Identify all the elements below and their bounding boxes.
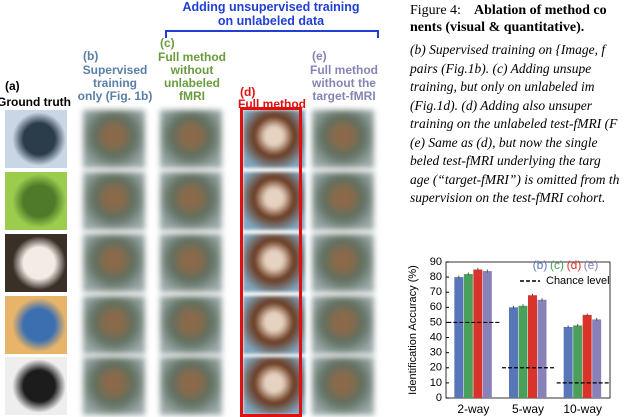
bar xyxy=(482,271,492,398)
caption-line: (e) Same as (d), but now the single xyxy=(410,134,598,150)
caption-title: nents (visual & quantitative). xyxy=(410,20,585,35)
image xyxy=(160,234,222,292)
image xyxy=(243,110,305,168)
x-tick-label: 10-way xyxy=(563,402,602,416)
legend-entry: Chance level xyxy=(546,275,610,287)
image xyxy=(5,357,67,415)
caption-line: (Fig.1d). (d) Adding also unsuper xyxy=(410,97,592,113)
bar xyxy=(528,295,537,398)
bar xyxy=(563,326,573,398)
y-tick-label: 80 xyxy=(430,271,442,283)
column-label: fMRI xyxy=(179,89,205,103)
image xyxy=(83,234,145,292)
legend-entry: (d) xyxy=(567,258,582,272)
image xyxy=(83,172,145,230)
caption-line: beled test-fMRI underlying the targ xyxy=(410,153,601,168)
column-tag: (c) xyxy=(160,36,175,50)
column-label: only (Fig. 1b) xyxy=(77,89,153,103)
caption-line: training on the unlabeled test-fMRI (F xyxy=(410,116,618,131)
column-tag: (a) xyxy=(5,79,20,93)
y-axis-label: Identification Accuracy (%) xyxy=(407,265,419,395)
legend-entry: (b) xyxy=(533,258,548,272)
column-label: Full method xyxy=(158,50,226,64)
image xyxy=(5,234,67,292)
column-label: unlabeled xyxy=(163,76,220,90)
image xyxy=(312,357,374,415)
column-label: Full method xyxy=(310,63,378,77)
image xyxy=(160,357,222,415)
caption-title: Ablation of method co xyxy=(474,3,607,18)
caption-prefix: Figure 4: xyxy=(410,3,461,18)
bar xyxy=(473,269,483,398)
column-tag: (b) xyxy=(83,49,99,63)
image xyxy=(243,357,305,415)
banner-text: Adding unsupervised training xyxy=(182,0,360,14)
column-label: target-fMRI xyxy=(312,89,376,103)
legend-entry: (c) xyxy=(550,258,564,272)
image xyxy=(5,172,67,230)
image xyxy=(243,296,305,354)
image xyxy=(312,234,374,292)
column-label: training xyxy=(93,76,137,90)
column-label: Supervised xyxy=(82,63,148,77)
image xyxy=(5,110,67,168)
bar xyxy=(573,325,583,398)
image xyxy=(83,357,145,415)
column-label: without xyxy=(170,63,214,77)
y-tick-label: 0 xyxy=(436,392,442,404)
y-tick-label: 40 xyxy=(430,331,442,343)
image xyxy=(83,296,145,354)
caption-line: training, but only on unlabeled im xyxy=(410,79,595,94)
image xyxy=(83,110,145,168)
legend-entry: (e) xyxy=(584,258,599,272)
y-tick-label: 50 xyxy=(430,316,442,328)
caption-line: supervision on the test-fMRI cohort. xyxy=(410,190,606,205)
y-tick-label: 60 xyxy=(430,301,442,313)
y-tick-label: 70 xyxy=(430,286,442,298)
image xyxy=(160,110,222,168)
image xyxy=(160,172,222,230)
bar xyxy=(537,299,547,398)
y-tick-label: 10 xyxy=(430,377,442,389)
column-tag: (e) xyxy=(312,49,327,63)
image xyxy=(243,172,305,230)
y-tick-label: 20 xyxy=(430,362,442,374)
bar xyxy=(463,274,473,398)
bar xyxy=(509,307,518,398)
y-tick-label: 90 xyxy=(430,256,442,268)
banner-text: on unlabeled data xyxy=(217,14,325,28)
image xyxy=(160,296,222,354)
column-tag: (d) xyxy=(240,85,256,99)
image xyxy=(312,172,374,230)
column-label: Ground truth xyxy=(0,95,71,109)
bar xyxy=(592,319,602,398)
banner-bracket xyxy=(165,30,379,38)
bar xyxy=(518,305,528,398)
column-label: without the xyxy=(312,76,376,90)
caption-line: age (“target-fMRI”) is omitted from th xyxy=(410,171,620,187)
image xyxy=(312,110,374,168)
image xyxy=(312,296,374,354)
highlight-box xyxy=(240,107,302,417)
x-tick-label: 2-way xyxy=(457,402,489,416)
bar xyxy=(582,314,592,398)
x-tick-label: 5-way xyxy=(512,402,544,416)
y-tick-label: 30 xyxy=(430,347,442,359)
bar xyxy=(454,277,464,398)
image xyxy=(243,234,305,292)
caption-line: (b) Supervised training on {Image, f xyxy=(410,42,606,57)
image xyxy=(5,296,67,354)
caption-line: pairs (Fig.1b). (c) Adding unsupe xyxy=(410,60,592,76)
